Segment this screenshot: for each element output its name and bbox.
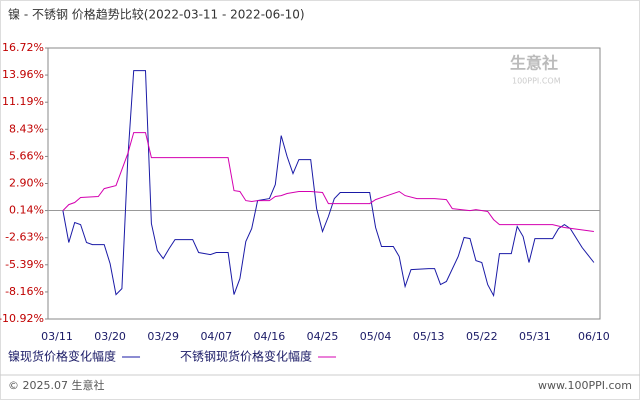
x-tick-label: 05/04 [360,330,392,343]
x-tick-label: 05/13 [413,330,445,343]
footer-left: © 2025.07 生意社 [8,378,104,392]
y-tick-label: 0.14% [9,204,44,217]
x-tick-label: 06/10 [578,330,610,343]
x-tick-label: 04/07 [200,330,232,343]
plot-area [47,47,601,320]
y-tick-label: -5.39% [5,258,44,271]
x-tick-label: 03/29 [147,330,179,343]
x-tick-label: 05/22 [466,330,498,343]
x-tick-label: 03/11 [41,330,73,343]
x-tick-label: 05/31 [519,330,551,343]
y-tick-label: 5.66% [9,149,44,162]
x-tick-label: 04/25 [307,330,339,343]
x-tick-label: 03/20 [94,330,126,343]
watermark-name: 生意社 [510,54,558,73]
y-tick-label: -10.92% [0,312,44,325]
y-tick-label: 11.19% [2,95,44,108]
y-tick-label: -8.16% [5,285,44,298]
y-tick-label: 13.96% [2,68,44,81]
series-line [62,132,594,232]
y-tick-label: 16.72% [2,41,44,54]
watermark: 生意社 100PPI.COM [510,54,561,86]
series-line [62,70,595,298]
y-tick-label: 8.43% [9,122,44,135]
footer-right: www.100PPI.com [538,379,632,392]
y-tick-label: -2.63% [5,231,44,244]
legend-label: 不锈钢现货价格变化幅度 [180,349,312,364]
chart-title: 镍 - 不锈钢 价格趋势比较(2022-03-11 - 2022-06-10) [8,7,305,22]
watermark-site: 100PPI.COM [512,77,561,86]
legend-label: 镍现货价格变化幅度 [8,349,116,364]
y-tick-label: 2.90% [9,177,44,190]
x-tick-label: 04/16 [254,330,286,343]
